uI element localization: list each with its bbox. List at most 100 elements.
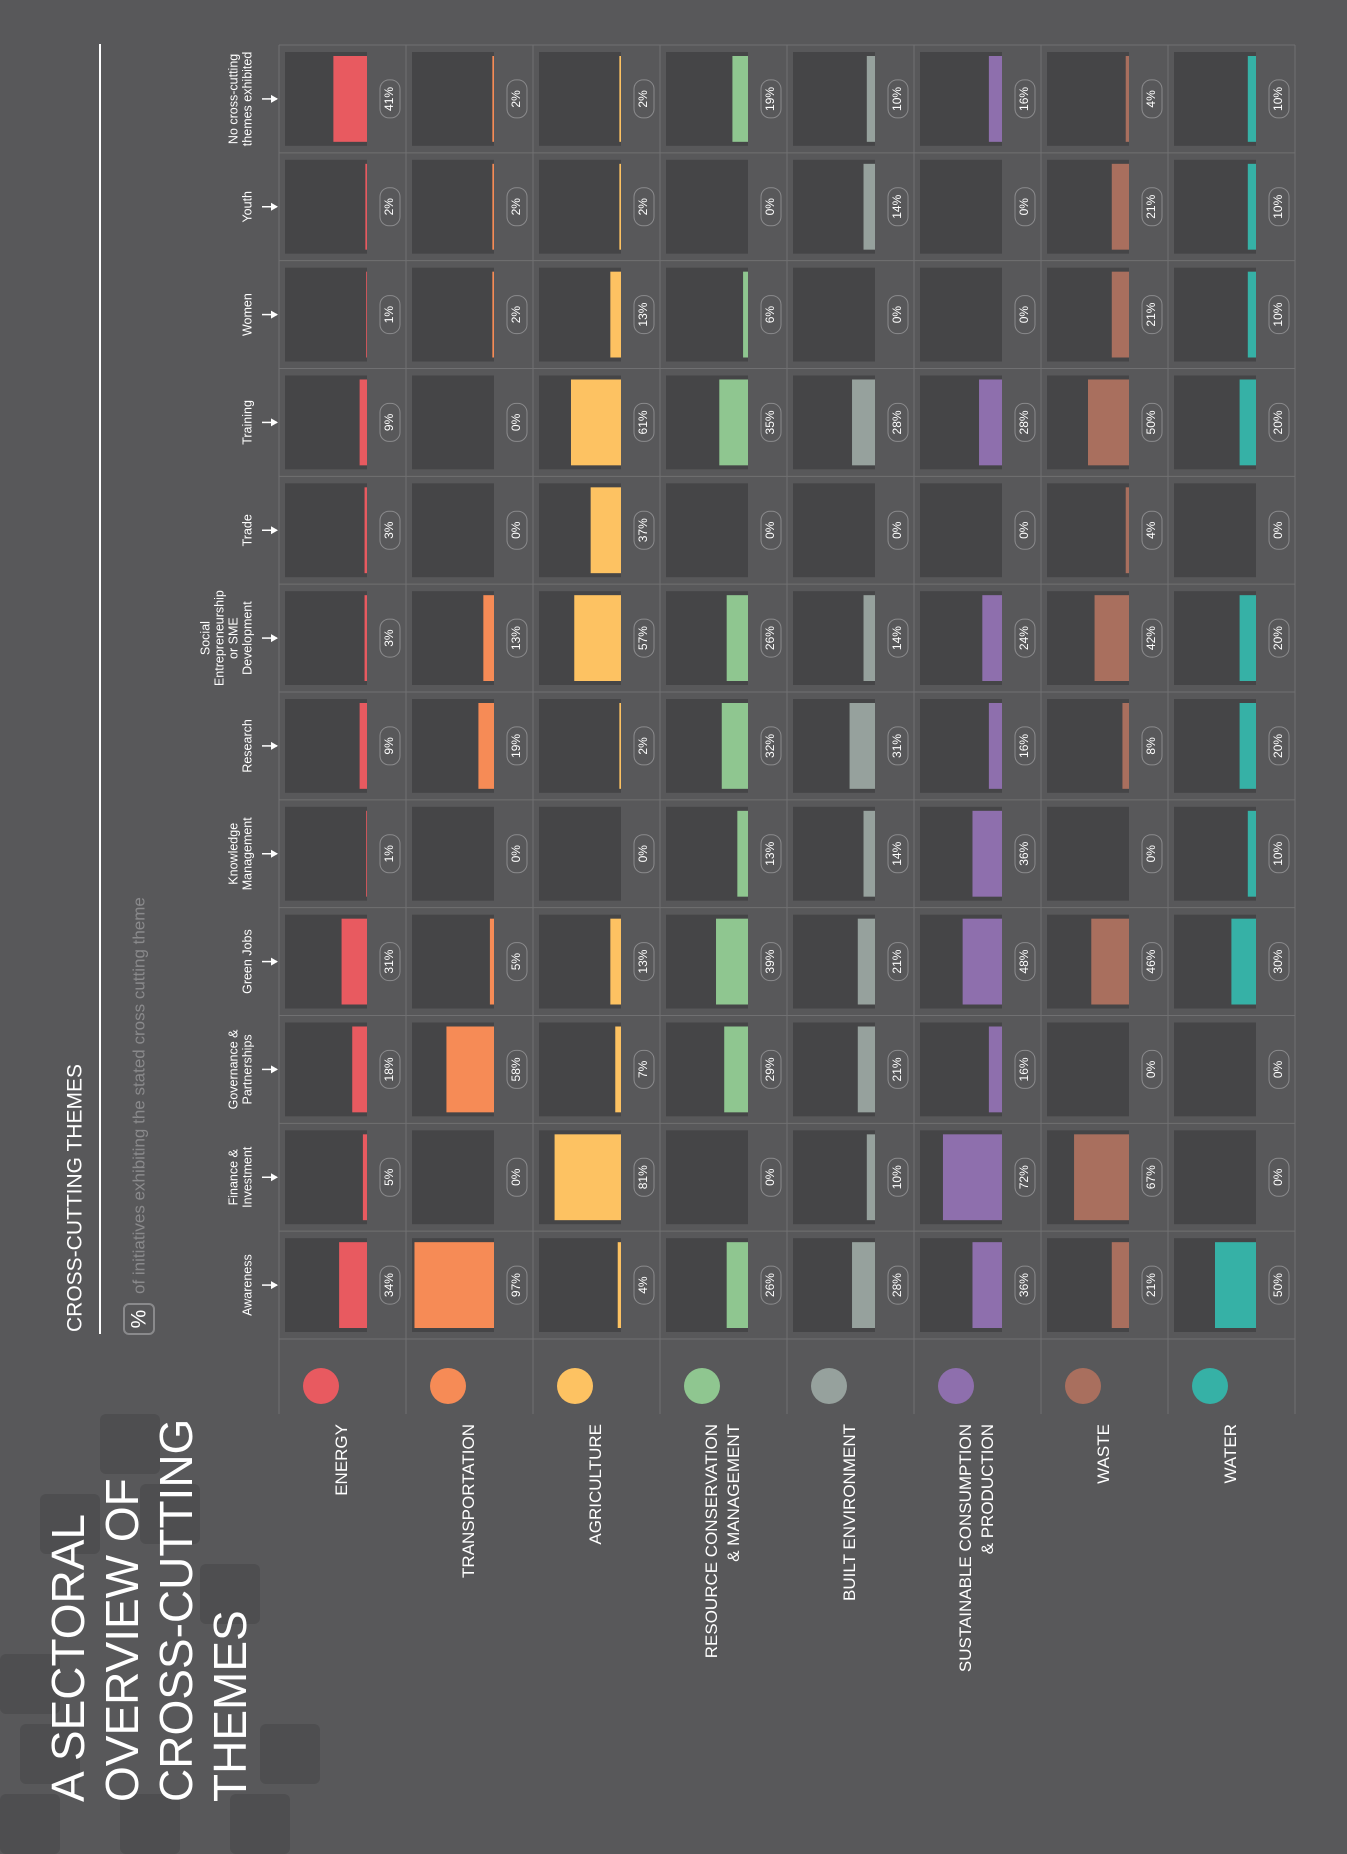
chart-area <box>920 160 1002 254</box>
sector-label: AGRICULTURE <box>586 1424 605 1545</box>
theme-label: No cross-cutting <box>226 54 240 144</box>
chart-area <box>1174 1023 1256 1117</box>
value-label: 19% <box>509 734 523 758</box>
chart-area <box>539 699 621 793</box>
bar <box>1231 919 1256 1005</box>
value-label: 10% <box>1271 302 1285 326</box>
bar <box>989 703 1002 789</box>
bar <box>972 1242 1002 1328</box>
value-label: 0% <box>1017 198 1031 216</box>
bar <box>492 272 494 358</box>
bar <box>1095 595 1129 681</box>
bar <box>1248 164 1256 250</box>
chart-area <box>793 807 875 901</box>
bar <box>339 1242 367 1328</box>
bar <box>982 595 1002 681</box>
bar <box>989 1027 1002 1113</box>
bar <box>979 380 1002 466</box>
value-label: 2% <box>636 90 650 108</box>
chart-area <box>1174 52 1256 146</box>
bar <box>414 1242 494 1328</box>
value-label: 0% <box>1144 845 1158 863</box>
chart-area <box>1174 1130 1256 1224</box>
value-label: 0% <box>1271 521 1285 539</box>
value-label: 8% <box>1144 737 1158 755</box>
value-label: 4% <box>1144 90 1158 108</box>
value-label: 21% <box>890 1057 904 1081</box>
bar <box>850 703 875 789</box>
value-label: 58% <box>509 1057 523 1081</box>
value-label: 5% <box>509 953 523 971</box>
bar <box>864 164 875 250</box>
value-label: 0% <box>1271 1060 1285 1078</box>
bar <box>852 1242 875 1328</box>
chart-area <box>285 376 367 470</box>
bar <box>732 56 748 142</box>
value-label: 81% <box>636 1165 650 1189</box>
bar <box>716 919 748 1005</box>
bar <box>555 1134 621 1220</box>
value-label: 2% <box>509 198 523 216</box>
value-label: 39% <box>763 949 777 973</box>
sector-label: SUSTAINABLE CONSUMPTION <box>956 1424 975 1672</box>
value-label: 28% <box>890 1273 904 1297</box>
bar <box>366 811 367 897</box>
value-label: 0% <box>1144 1060 1158 1078</box>
chart-area <box>1174 268 1256 362</box>
value-label: 35% <box>763 410 777 434</box>
bar <box>446 1027 494 1113</box>
chart-area <box>539 52 621 146</box>
bar <box>963 919 1002 1005</box>
theme-label: Social <box>198 621 212 655</box>
theme-label: Awareness <box>240 1254 254 1316</box>
bar <box>858 919 875 1005</box>
chart-area <box>539 268 621 362</box>
chart-area <box>1047 807 1129 901</box>
value-label: 37% <box>636 518 650 542</box>
value-label: 3% <box>382 629 396 647</box>
bar <box>618 1242 621 1328</box>
value-label: 5% <box>382 1168 396 1186</box>
chart-area <box>285 160 367 254</box>
value-label: 0% <box>509 845 523 863</box>
sector-icon <box>303 1368 339 1404</box>
bar <box>1112 1242 1129 1328</box>
bar <box>1126 56 1129 142</box>
value-label: 16% <box>1017 1057 1031 1081</box>
value-label: 67% <box>1144 1165 1158 1189</box>
bar <box>360 380 367 466</box>
bar <box>724 1027 748 1113</box>
value-label: 29% <box>763 1057 777 1081</box>
sector-icon <box>557 1368 593 1404</box>
chart-area <box>285 591 367 685</box>
value-label: 7% <box>636 1060 650 1078</box>
value-label: 0% <box>636 845 650 863</box>
chart-area <box>285 1130 367 1224</box>
bar <box>737 811 748 897</box>
chart-area <box>666 483 748 577</box>
chart-area <box>1174 160 1256 254</box>
sector-label: & MANAGEMENT <box>724 1424 743 1562</box>
bar <box>743 272 748 358</box>
chart-area <box>1047 483 1129 577</box>
value-label: 0% <box>890 306 904 324</box>
bar <box>574 595 621 681</box>
chart-area <box>1174 483 1256 577</box>
sector-icon <box>1192 1368 1228 1404</box>
value-label: 21% <box>1144 302 1158 326</box>
bar <box>1248 811 1256 897</box>
bar <box>352 1027 367 1113</box>
theme-label: Research <box>240 719 254 773</box>
value-label: 36% <box>1017 841 1031 865</box>
sector-icon <box>811 1368 847 1404</box>
bar <box>1248 272 1256 358</box>
bar <box>478 703 494 789</box>
chart-area <box>412 591 494 685</box>
value-label: 31% <box>382 949 396 973</box>
value-label: 10% <box>890 87 904 111</box>
bar <box>619 56 621 142</box>
bar <box>1240 595 1256 681</box>
bar <box>483 595 494 681</box>
value-label: 2% <box>636 737 650 755</box>
value-label: 10% <box>1271 194 1285 218</box>
